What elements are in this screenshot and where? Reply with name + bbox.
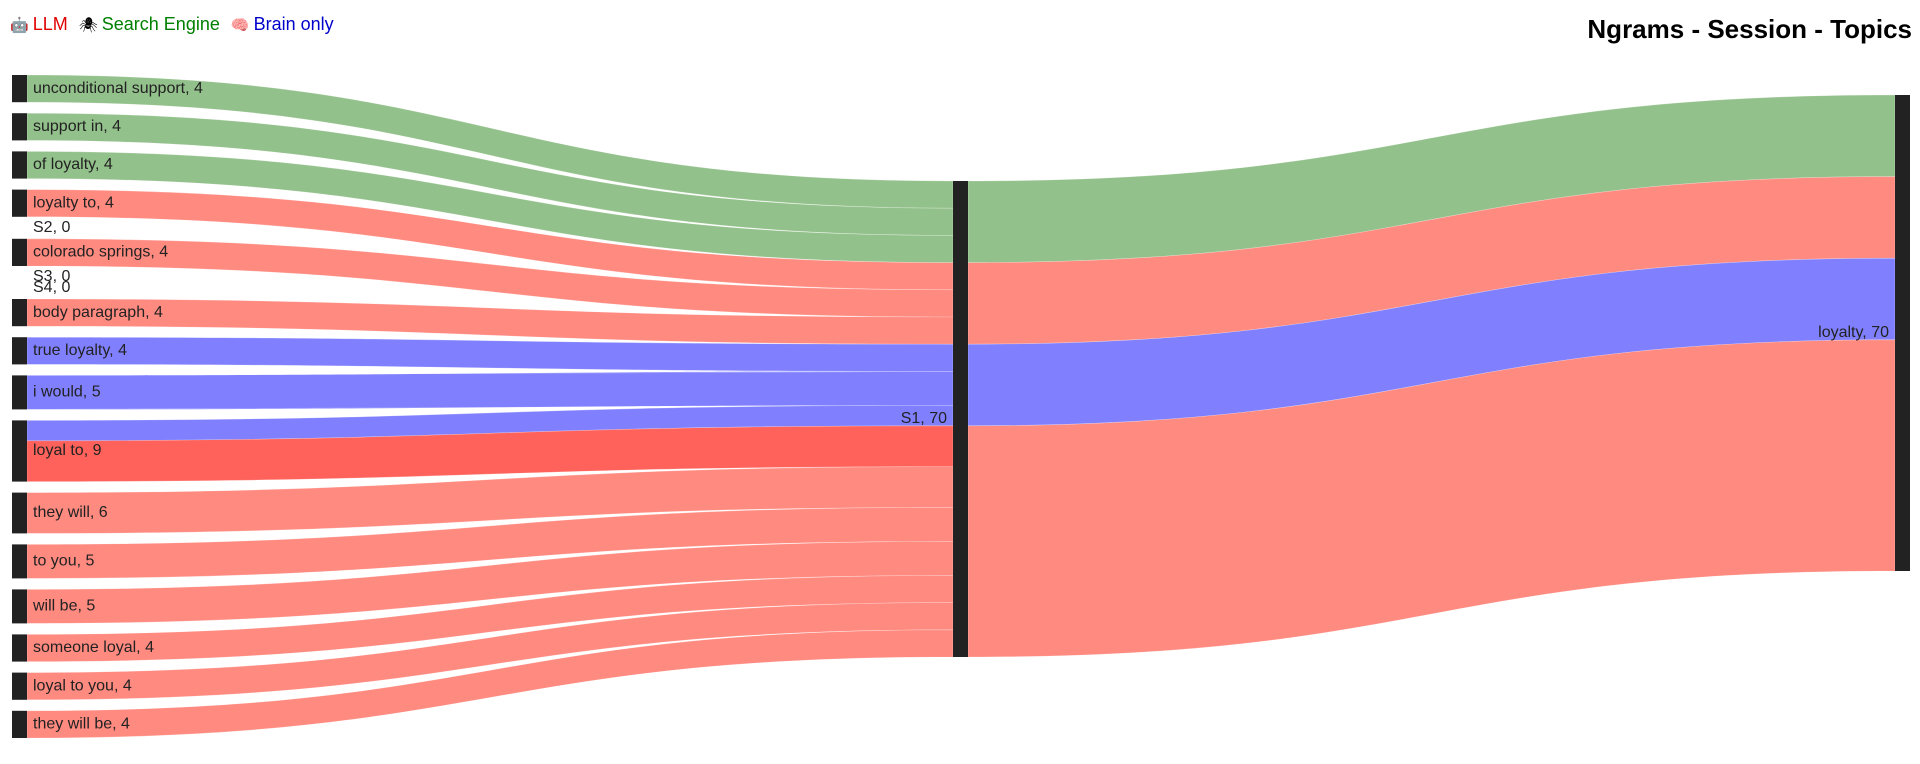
node-label-colorado-springs: colorado springs, 4	[33, 244, 168, 261]
legend-item-brain-only[interactable]: 🧠 Brain only	[231, 14, 334, 34]
node-someone-loyal[interactable]	[12, 634, 27, 662]
node-label-true-loyalty: true loyalty, 4	[33, 342, 127, 359]
node-label-will-be: will be, 5	[32, 598, 95, 615]
node-labels: unconditional support, 4 support in, 4 of …	[32, 80, 1889, 733]
legend-label-search-engine: Search Engine	[101, 14, 220, 34]
node-they-will[interactable]	[12, 492, 27, 534]
node-loyal-to-you[interactable]	[12, 672, 27, 700]
legend: 🤖 LLM 🕷 Search Engine 🧠 Brain only	[10, 14, 340, 35]
brain-icon: 🧠	[230, 16, 250, 34]
node-label-loyal-to: loyal to, 9	[33, 442, 102, 459]
node-label-unconditional-support: unconditional support, 4	[33, 80, 203, 97]
node-body-paragraph[interactable]	[12, 299, 27, 327]
node-label-loyalty: loyalty, 70	[1818, 324, 1889, 341]
chart-title: Ngrams - Session - Topics	[1587, 14, 1912, 44]
legend-item-llm[interactable]: 🤖 LLM	[10, 14, 73, 34]
spider-icon: 🕷	[78, 16, 98, 34]
legend-label-llm: LLM	[32, 14, 68, 34]
nodes	[12, 75, 1910, 738]
node-label-s2: S2, 0	[33, 219, 70, 236]
robot-icon: 🤖	[10, 16, 29, 34]
node-label-s1: S1, 70	[901, 410, 947, 427]
node-support-in[interactable]	[12, 113, 27, 141]
node-to-you[interactable]	[12, 544, 27, 579]
node-they-will-be[interactable]	[12, 710, 27, 738]
node-true-loyalty[interactable]	[12, 337, 27, 365]
node-label-i-would: i would, 5	[33, 384, 101, 401]
legend-label-brain-only: Brain only	[253, 14, 334, 34]
node-label-body-paragraph: body paragraph, 4	[33, 304, 163, 321]
node-label-they-will: they will, 6	[33, 504, 108, 521]
node-loyal-to[interactable]	[12, 420, 27, 482]
links	[26, 74, 1896, 739]
node-label-they-will-be: they will be, 4	[33, 716, 130, 733]
link-i-would-to-s1-7[interactable]	[26, 371, 954, 410]
node-s1[interactable]	[953, 181, 968, 657]
node-label-s3: S3, 0	[33, 268, 70, 285]
node-i-would[interactable]	[12, 375, 27, 410]
node-label-someone-loyal: someone loyal, 4	[33, 639, 154, 656]
node-will-be[interactable]	[12, 589, 27, 624]
node-unconditional-support[interactable]	[12, 75, 27, 103]
node-label-loyal-to-you: loyal to you, 4	[33, 677, 132, 694]
node-label-of-loyalty: of loyalty, 4	[33, 156, 113, 173]
node-label-s4: S4, 0	[33, 279, 70, 296]
node-label-loyalty-to: loyalty to, 4	[33, 194, 114, 211]
node-loyalty-to[interactable]	[12, 189, 27, 217]
node-loyalty[interactable]	[1895, 95, 1910, 571]
legend-item-search-engine[interactable]: 🕷 Search Engine	[79, 14, 225, 34]
node-label-support-in: support in, 4	[33, 118, 121, 135]
node-colorado-springs[interactable]	[12, 238, 27, 266]
node-label-to-you: to you, 5	[33, 553, 94, 570]
node-of-loyalty[interactable]	[12, 151, 27, 179]
